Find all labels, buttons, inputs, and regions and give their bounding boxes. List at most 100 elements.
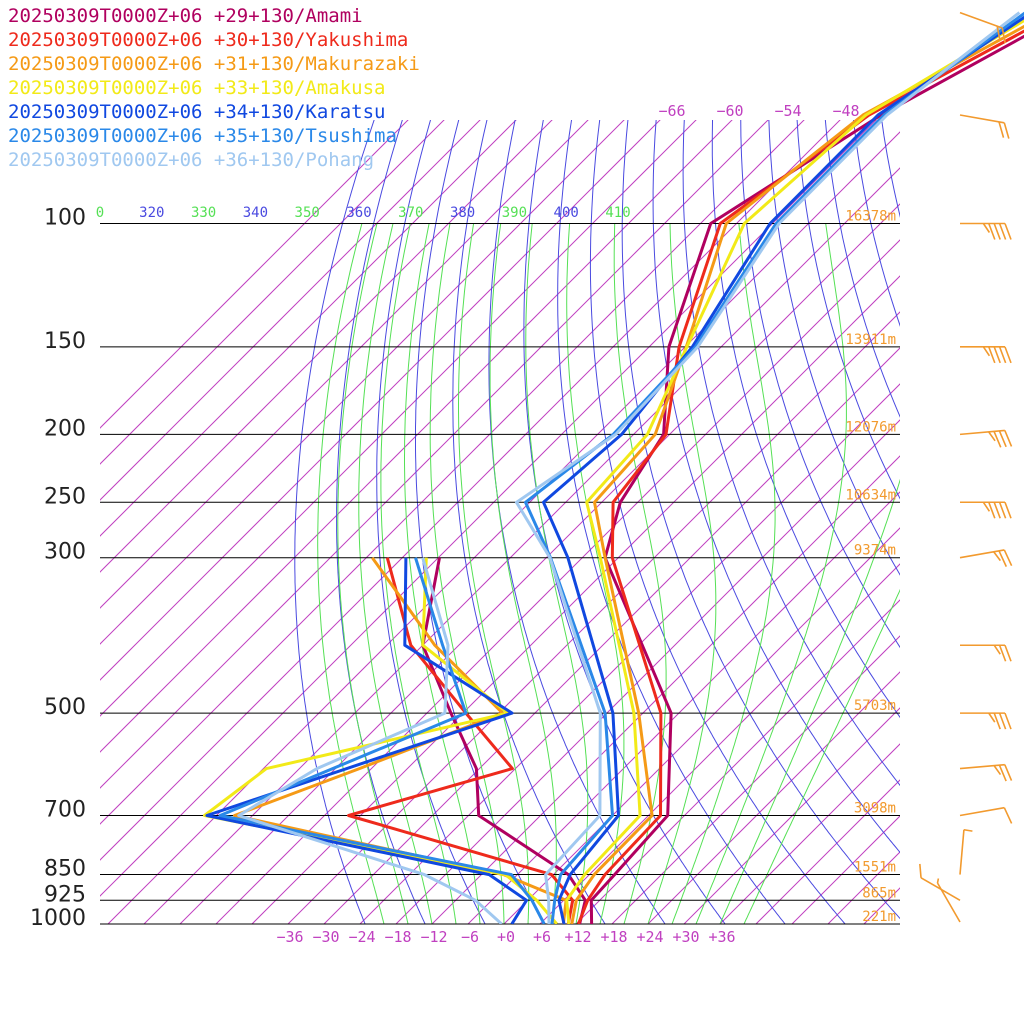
wind-barb <box>959 828 973 875</box>
pressure-label: 300 <box>44 540 86 565</box>
theta-label: 320 <box>139 205 164 221</box>
theta-label: 390 <box>502 205 527 221</box>
isotherm-line <box>100 120 805 825</box>
height-label: 12076m <box>845 419 896 435</box>
theta-label: 340 <box>243 205 268 221</box>
pressure-label: 500 <box>44 695 86 720</box>
height-label: 10634m <box>845 487 896 503</box>
temperature-profile-line <box>542 15 1024 924</box>
theta-label: 360 <box>346 205 371 221</box>
pressure-label: 250 <box>44 484 86 509</box>
dry-adiabat-line <box>953 42 1024 939</box>
dewpoint-profile-line <box>203 557 558 924</box>
upper-temperature-label: −66 <box>658 102 685 120</box>
height-label: 13911m <box>845 332 896 348</box>
dry-adiabat-line <box>740 120 900 649</box>
isotherm-line <box>251 275 900 924</box>
temperature-tick-label: +18 <box>600 928 627 946</box>
wind-barb <box>960 712 1012 730</box>
dry-adiabat-line <box>926 42 1024 939</box>
legend: 20250309T0000Z+06 +29+130/Amami 20250309T… <box>8 4 420 172</box>
isotherm-line <box>611 635 900 924</box>
temperature-profile-line <box>524 11 1024 924</box>
pressure-label: 200 <box>44 416 86 441</box>
wind-barb <box>959 11 1006 44</box>
isotherm-line <box>100 120 445 465</box>
dry-adiabat-line <box>979 42 1024 939</box>
theta-labels: 0 320 330 340 350 360 370 380 390 400 410 <box>96 205 631 221</box>
dewpoint-profile-line <box>205 557 528 924</box>
legend-entry: 20250309T0000Z+06 +30+130/Yakushima <box>8 29 409 51</box>
wind-barb <box>959 549 1013 567</box>
moist-adiabat-line <box>671 223 776 924</box>
dewpoint-profile-line <box>421 557 587 924</box>
upper-temperature-label: −54 <box>774 102 801 120</box>
upper-temperature-label: −60 <box>716 102 743 120</box>
height-label: 1551m <box>854 860 896 876</box>
theta-label: 330 <box>191 205 216 221</box>
height-label: 5703m <box>854 698 896 714</box>
pressure-label: 850 <box>44 857 86 882</box>
wind-barb <box>959 429 1013 448</box>
theta-label: 380 <box>450 205 475 221</box>
dry-adiabat-line <box>900 42 1024 939</box>
pressure-label: 100 <box>44 206 86 231</box>
legend-entry: 20250309T0000Z+06 +29+130/Amami <box>8 5 363 27</box>
legend-entry: 20250309T0000Z+06 +36+130/Pohang <box>8 149 375 171</box>
legend-entry: 20250309T0000Z+06 +33+130/Amakusa <box>8 77 386 99</box>
isotherm-line <box>683 707 900 924</box>
isotherm-line <box>100 120 517 537</box>
dry-adiabat-line <box>294 120 375 924</box>
temperature-tick-label: −36 <box>276 928 303 946</box>
isotherm-line <box>100 120 841 861</box>
legend-entry: 20250309T0000Z+06 +35+130/Tsushima <box>8 125 397 147</box>
isotherm-line <box>719 743 900 924</box>
pressure-label: 925 <box>44 882 86 907</box>
temperature-tick-label: +0 <box>497 928 515 946</box>
dry-adiabat-line <box>589 120 846 924</box>
isotherm-line <box>100 120 733 753</box>
dewpoint-profile-line <box>237 557 503 924</box>
theta-label: 350 <box>295 205 320 221</box>
moist-adiabat-line <box>695 223 847 924</box>
isotherm-line <box>100 120 553 573</box>
legend-entry: 20250309T0000Z+06 +31+130/Makurazaki <box>8 53 420 75</box>
isotherm-line <box>431 455 900 924</box>
temperature-tick-label: +30 <box>672 928 699 946</box>
wind-barbs <box>919 11 1013 923</box>
wind-barb <box>959 763 1013 782</box>
isotherm-line <box>100 120 409 429</box>
height-label: 865m <box>862 885 896 901</box>
isotherm-line <box>100 120 697 717</box>
dry-adiabat-line <box>376 120 486 924</box>
height-label: 221m <box>862 909 896 925</box>
dewpoint-profile-line <box>218 557 546 924</box>
temperature-profile-line <box>565 18 1024 924</box>
wind-barb <box>919 863 961 901</box>
wind-barb <box>936 878 961 923</box>
temperature-tick-label: −12 <box>420 928 447 946</box>
dry-adiabat-line <box>768 120 900 576</box>
temperature-axis-labels: −36 −30 −24 −18 −12 −6 +0 +6 +12 +18 +24 +30 +36 <box>276 928 735 946</box>
wind-barb <box>959 806 1013 824</box>
legend-entry: 20250309T0000Z+06 +34+130/Karatsu <box>8 101 386 123</box>
upper-temperature-label: −48 <box>832 102 859 120</box>
theta-label: 410 <box>605 205 630 221</box>
sounding-profiles <box>203 11 1024 924</box>
wind-barb <box>960 501 1012 519</box>
pressure-label: 1000 <box>30 906 86 931</box>
isotherm-line <box>359 383 900 924</box>
isotherm-line <box>100 120 481 501</box>
temperature-profile-line <box>570 24 1024 924</box>
dry-adiabat-line <box>711 120 900 719</box>
isotherm-line <box>791 815 900 924</box>
isotherm-line <box>100 120 589 609</box>
isotherm-line <box>395 419 900 924</box>
pressure-label: 700 <box>44 797 86 822</box>
isotherm-line <box>100 120 769 789</box>
dry-adiabat-line <box>1005 42 1024 939</box>
temperature-tick-label: +24 <box>636 928 663 946</box>
pressure-label: 150 <box>44 329 86 354</box>
